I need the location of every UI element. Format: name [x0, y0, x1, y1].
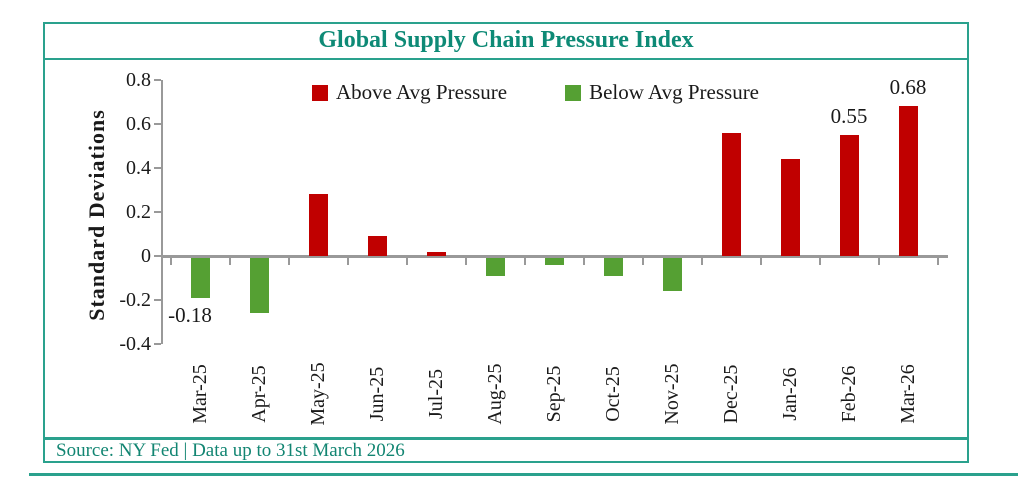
x-tick-label-feb-26: Feb-26: [838, 365, 860, 423]
x-axis-tick: [228, 258, 231, 265]
x-axis-tick: [169, 258, 172, 265]
bottom-divider-rule: [29, 473, 1018, 476]
bar-jan-26: [780, 159, 800, 256]
bar-may-25: [308, 194, 328, 256]
x-tick-label-mar-26: Mar-26: [897, 364, 919, 424]
source-note-box: Source: NY Fed | Data up to 31st March 2…: [43, 438, 969, 463]
legend-label: Above Avg Pressure: [335, 80, 508, 104]
x-axis-tick: [346, 258, 349, 265]
y-tick-label: -0.2: [119, 289, 151, 311]
x-axis-tick: [936, 258, 939, 265]
legend-item-above: Above Avg Pressure: [311, 80, 508, 105]
y-axis-line: [161, 80, 163, 344]
y-axis-tick: [154, 167, 161, 169]
y-axis-tick: [154, 255, 161, 257]
y-tick-label: 0.2: [126, 201, 151, 223]
y-tick-label: 0.4: [126, 157, 151, 179]
legend-item-below: Below Avg Pressure: [565, 80, 759, 105]
value-label-055: 0.55: [830, 104, 868, 128]
plot-area: 0.8 0.6 0.4 0.2 0 -0.2 -0.4 Mar-25 Apr-25 May-25 J…: [45, 60, 969, 437]
x-tick-label-jun-25: Jun-25: [366, 366, 388, 422]
x-tick-label-jan-26: Jan-26: [779, 367, 801, 421]
chart-title: Global Supply Chain Pressure Index: [318, 27, 694, 53]
x-axis-tick: [464, 258, 467, 265]
bar-oct-25: [603, 258, 623, 276]
y-axis-tick: [154, 299, 161, 301]
y-tick-label: 0: [141, 245, 151, 267]
x-tick-label-jul-25: Jul-25: [425, 369, 447, 419]
x-tick-label-apr-25: Apr-25: [248, 365, 270, 423]
x-axis-tick: [523, 258, 526, 265]
x-tick-label-aug-25: Aug-25: [484, 363, 506, 425]
y-tick-label: 0.6: [126, 113, 151, 135]
y-axis-tick: [154, 79, 161, 81]
x-tick-label-sep-25: Sep-25: [543, 365, 565, 423]
x-tick-label-may-25: May-25: [307, 362, 329, 426]
x-axis-tick: [641, 258, 644, 265]
y-tick-label: -0.4: [119, 333, 151, 355]
x-axis-tick: [700, 258, 703, 265]
x-axis-tick: [405, 258, 408, 265]
bar-nov-25: [662, 258, 682, 291]
bar-jun-25: [367, 236, 387, 256]
x-axis-baseline: [163, 255, 948, 258]
bar-feb-26: [839, 135, 859, 256]
x-tick-label-nov-25: Nov-25: [661, 363, 683, 425]
x-axis-tick: [582, 258, 585, 265]
value-label-068: 0.68: [889, 75, 927, 100]
x-tick-label-oct-25: Oct-25: [602, 366, 624, 422]
value-label-018: -0.18: [168, 302, 212, 327]
bar-jul-25: [426, 251, 446, 256]
y-axis-tick: [154, 343, 161, 345]
bar-apr-25: [249, 258, 269, 313]
chart-plot-frame: [43, 58, 969, 439]
x-axis-tick: [287, 258, 290, 265]
y-axis-tick: [154, 123, 161, 125]
x-axis-tick: [818, 258, 821, 265]
x-tick-label-dec-25: Dec-25: [720, 364, 742, 424]
y-axis-tick: [154, 211, 161, 213]
legend: Above Avg Pressure Below Avg Pressure: [163, 80, 908, 105]
chart-title-box: Global Supply Chain Pressure Index: [43, 22, 969, 59]
y-axis-title: Standard Deviations: [84, 109, 109, 321]
x-axis-tick: [759, 258, 762, 265]
bar-dec-25: [721, 132, 741, 256]
bar-mar-25: [190, 258, 210, 298]
bar-sep-25: [544, 258, 564, 265]
legend-swatch-icon: [311, 84, 328, 101]
y-tick-label: 0.8: [126, 69, 151, 91]
legend-label: Below Avg Pressure: [589, 80, 760, 104]
bar-mar-26: [898, 106, 918, 256]
x-tick-label-mar-25: Mar-25: [189, 364, 211, 424]
x-axis-tick: [877, 258, 880, 265]
bar-aug-25: [485, 258, 505, 276]
legend-swatch-icon: [565, 84, 582, 101]
source-note: Source: NY Fed | Data up to 31st March 2…: [56, 440, 405, 461]
